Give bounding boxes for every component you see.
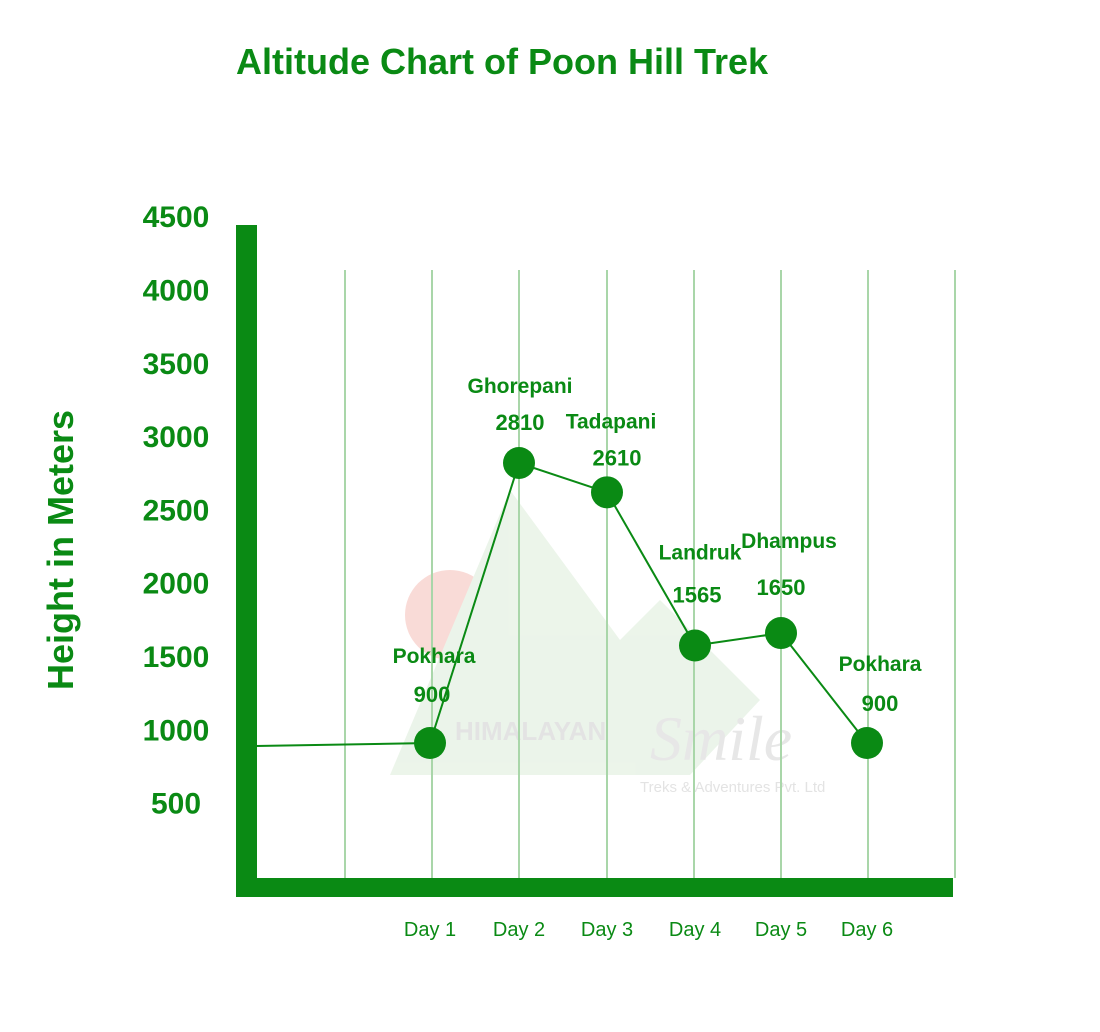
data-point [414, 727, 446, 759]
point-value-label: 900 [414, 682, 451, 707]
x-tick-label: Day 2 [493, 919, 545, 941]
y-tick-label: 4000 [143, 275, 210, 308]
point-name-label: Landruk [659, 542, 742, 565]
svg-text:Smile: Smile [650, 703, 792, 774]
point-name-label: Pokhara [393, 645, 476, 668]
y-tick-label: 1500 [143, 641, 210, 674]
y-tick-label: 4500 [143, 201, 210, 234]
point-value-label: 900 [862, 691, 899, 716]
watermark-logo: HIMALAYAN Smile Treks & Adventures Pvt. … [390, 490, 825, 796]
x-tick-label: Day 4 [669, 919, 721, 941]
point-value-label: 1565 [673, 583, 722, 608]
x-tick-label: Day 6 [841, 919, 893, 941]
y-tick-label: 500 [151, 788, 201, 821]
data-point [503, 446, 535, 479]
point-value-label: 2610 [593, 445, 642, 470]
point-name-label: Tadapani [566, 410, 657, 433]
y-axis-label: Height in Meters [40, 410, 81, 690]
svg-text:Treks & Adventures Pvt. Ltd: Treks & Adventures Pvt. Ltd [640, 779, 825, 796]
data-point [851, 727, 883, 759]
point-value-label: 1650 [757, 575, 806, 600]
x-tick-label: Day 5 [755, 919, 807, 941]
y-tick-label: 3000 [143, 421, 210, 454]
y-tick-label: 1000 [143, 714, 210, 747]
point-name-label: Pokhara [839, 653, 922, 676]
y-tick-label: 2500 [143, 494, 210, 527]
point-name-label: Ghorepani [467, 375, 572, 398]
y-axis-bar [236, 225, 257, 897]
data-point [679, 629, 711, 662]
data-point [765, 617, 797, 650]
x-tick-label: Day 1 [404, 919, 456, 941]
x-tick-label: Day 3 [581, 919, 633, 941]
svg-text:HIMALAYAN: HIMALAYAN [455, 716, 606, 746]
point-name-label: Dhampus [741, 530, 837, 553]
chart-title: Altitude Chart of Poon Hill Trek [236, 41, 769, 82]
y-tick-label: 2000 [143, 568, 210, 601]
y-tick-label: 3500 [143, 348, 210, 381]
data-point [591, 476, 623, 509]
point-value-label: 2810 [496, 410, 545, 435]
x-axis-bar [236, 878, 953, 897]
